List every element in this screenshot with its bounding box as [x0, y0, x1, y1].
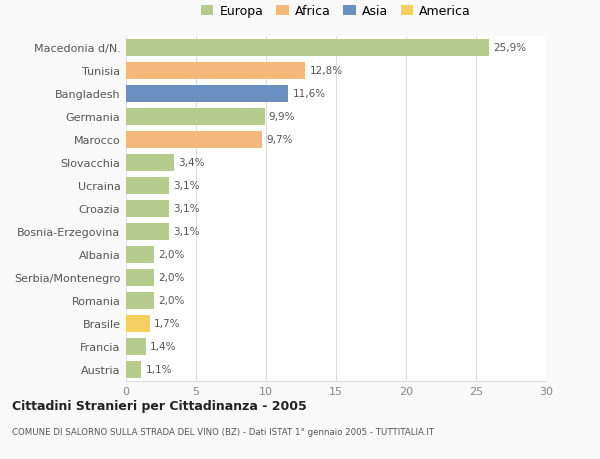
Text: 11,6%: 11,6% [293, 89, 326, 99]
Text: 2,0%: 2,0% [158, 250, 185, 260]
Text: 3,1%: 3,1% [173, 204, 200, 214]
Text: 1,4%: 1,4% [150, 341, 176, 352]
Bar [126, 85, 289, 103]
Bar [126, 361, 142, 378]
Text: 3,1%: 3,1% [173, 181, 200, 191]
Text: 3,4%: 3,4% [178, 158, 204, 168]
Legend: Europa, Africa, Asia, America: Europa, Africa, Asia, America [201, 5, 471, 18]
Bar [126, 108, 265, 126]
Bar [126, 338, 146, 355]
Bar [126, 154, 173, 172]
Text: 2,0%: 2,0% [158, 296, 185, 306]
Text: 2,0%: 2,0% [158, 273, 185, 283]
Text: 9,7%: 9,7% [266, 135, 293, 145]
Text: 1,1%: 1,1% [146, 364, 172, 375]
Text: COMUNE DI SALORNO SULLA STRADA DEL VINO (BZ) - Dati ISTAT 1° gennaio 2005 - TUTT: COMUNE DI SALORNO SULLA STRADA DEL VINO … [12, 427, 434, 436]
Bar [126, 292, 154, 309]
Bar [126, 246, 154, 263]
Text: 9,9%: 9,9% [269, 112, 295, 122]
Text: 12,8%: 12,8% [310, 66, 343, 76]
Text: 3,1%: 3,1% [173, 227, 200, 237]
Text: Cittadini Stranieri per Cittadinanza - 2005: Cittadini Stranieri per Cittadinanza - 2… [12, 399, 307, 412]
Bar [126, 200, 169, 218]
Bar [126, 223, 169, 241]
Text: 25,9%: 25,9% [493, 43, 526, 53]
Bar [126, 269, 154, 286]
Text: 1,7%: 1,7% [154, 319, 181, 329]
Bar [126, 315, 150, 332]
Bar [126, 62, 305, 80]
Bar [126, 131, 262, 149]
Bar [126, 177, 169, 195]
Bar [126, 39, 488, 57]
